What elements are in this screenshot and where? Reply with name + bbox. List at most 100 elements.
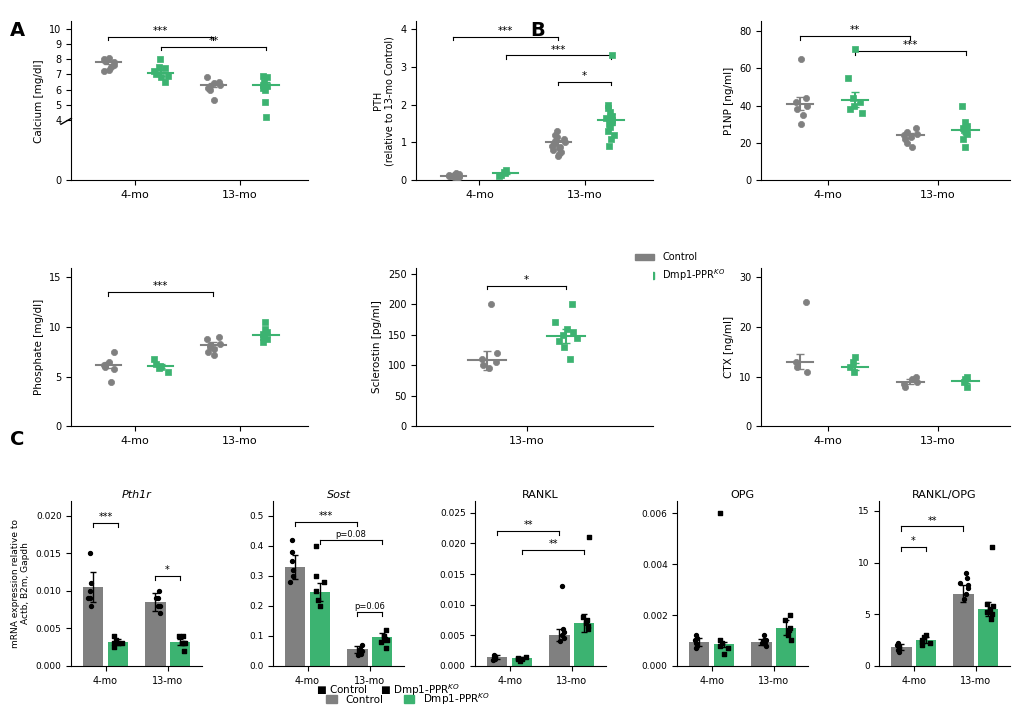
Point: [490, 170, 506, 181]
Point: [888, 639, 904, 651]
Point: [890, 644, 906, 656]
Point: [983, 609, 1000, 620]
Point: [711, 640, 728, 652]
Point: [378, 642, 394, 654]
Point: [913, 639, 929, 651]
Point: [487, 357, 503, 368]
Point: [956, 117, 972, 128]
Point: [577, 617, 593, 629]
Point: [82, 585, 98, 596]
Point: [548, 125, 565, 137]
Bar: [284, 567, 305, 666]
Point: [599, 102, 615, 114]
Point: [510, 652, 526, 664]
Point: [474, 359, 490, 371]
Point: [687, 642, 703, 654]
Point: [896, 133, 912, 145]
Point: [211, 332, 227, 343]
Point: [917, 629, 933, 641]
Point: [715, 649, 732, 660]
Point: [687, 629, 703, 641]
Point: [601, 107, 618, 118]
Point: [546, 316, 562, 328]
Point: [842, 104, 858, 115]
Bar: [145, 602, 165, 666]
Point: [96, 54, 112, 65]
Point: [889, 637, 905, 649]
Point: [956, 141, 972, 153]
Bar: [310, 592, 330, 666]
Text: ***: ***: [98, 513, 112, 523]
Point: [959, 580, 975, 591]
Point: [484, 654, 500, 665]
Point: [688, 637, 704, 649]
Point: [211, 338, 227, 349]
Point: [564, 299, 580, 310]
Bar: [512, 658, 532, 666]
Bar: [713, 644, 734, 666]
Point: [565, 326, 581, 337]
Point: [176, 638, 193, 649]
Point: [257, 96, 273, 107]
Point: [450, 170, 467, 181]
Point: [757, 640, 773, 652]
Point: [256, 76, 272, 87]
Point: [352, 644, 368, 655]
Point: [350, 649, 366, 661]
Point: [753, 637, 769, 649]
Point: [150, 593, 166, 604]
Point: [257, 324, 273, 335]
Point: [312, 600, 328, 611]
Point: [284, 546, 301, 558]
Point: [898, 137, 914, 149]
Point: [895, 378, 911, 390]
Point: [152, 600, 168, 611]
Point: [284, 564, 301, 576]
Point: [283, 534, 300, 546]
Text: p=0.06: p=0.06: [354, 602, 385, 611]
Point: [798, 100, 814, 111]
Text: *: *: [582, 71, 587, 81]
Point: [578, 614, 594, 626]
Point: [580, 620, 596, 632]
Point: [512, 655, 528, 667]
Point: [600, 118, 616, 130]
Point: [561, 354, 578, 365]
Point: [847, 351, 863, 362]
Point: [256, 329, 272, 341]
Point: [842, 361, 858, 372]
Point: [97, 55, 113, 67]
Text: *: *: [524, 275, 529, 285]
Point: [496, 168, 513, 179]
Point: [601, 122, 618, 133]
Bar: [548, 635, 569, 666]
Point: [441, 169, 458, 180]
Point: [903, 141, 919, 153]
Point: [599, 125, 615, 137]
Point: [377, 624, 393, 636]
Point: [152, 360, 168, 372]
Point: [898, 126, 914, 137]
Text: C: C: [10, 430, 24, 449]
Point: [896, 381, 912, 392]
Point: [903, 132, 919, 143]
Bar: [346, 649, 367, 666]
Point: [755, 629, 771, 641]
Point: [447, 168, 464, 179]
Text: ***: ***: [153, 281, 168, 291]
Point: [954, 122, 970, 134]
Text: *: *: [165, 565, 170, 575]
Point: [689, 632, 705, 644]
Point: [106, 642, 122, 653]
Point: [792, 53, 808, 64]
Point: [787, 356, 803, 367]
Text: ***: ***: [902, 40, 917, 50]
Point: [958, 572, 974, 584]
Point: [259, 326, 275, 338]
Bar: [952, 594, 972, 666]
Legend: Control, Dmp1-PPR$^{KO}$: Control, Dmp1-PPR$^{KO}$: [322, 687, 493, 711]
Point: [450, 171, 467, 183]
Text: **: **: [849, 26, 859, 36]
Point: [605, 129, 622, 140]
Point: [555, 133, 572, 145]
